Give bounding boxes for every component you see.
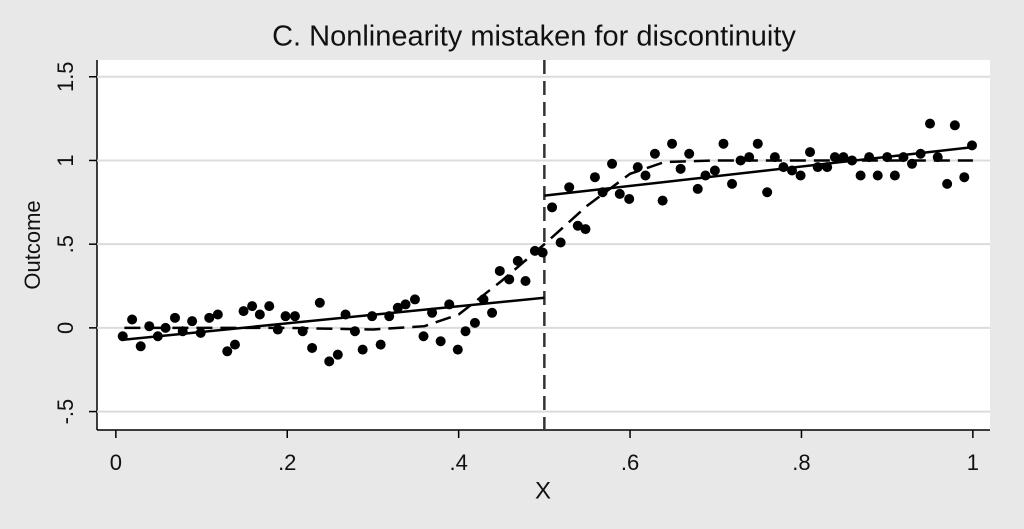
data-point bbox=[169, 312, 180, 323]
data-point bbox=[555, 237, 566, 248]
x-tick-label: 1 bbox=[967, 450, 979, 475]
data-point bbox=[829, 152, 840, 163]
data-point bbox=[657, 195, 668, 206]
data-point bbox=[624, 193, 635, 204]
x-tick-label: 0 bbox=[110, 450, 122, 475]
data-point bbox=[135, 341, 146, 352]
y-tick-label: -.5 bbox=[53, 399, 78, 425]
data-point bbox=[709, 165, 720, 176]
data-point bbox=[144, 321, 155, 332]
data-point bbox=[667, 138, 678, 149]
x-tick-label: .8 bbox=[792, 450, 810, 475]
data-point bbox=[289, 311, 300, 322]
data-point bbox=[307, 342, 318, 353]
data-point bbox=[314, 297, 325, 308]
data-point bbox=[254, 309, 265, 320]
data-point bbox=[349, 326, 360, 337]
data-point bbox=[212, 309, 223, 320]
data-point bbox=[247, 301, 258, 312]
data-point bbox=[418, 331, 429, 342]
data-point bbox=[614, 188, 625, 199]
data-point bbox=[272, 324, 283, 335]
data-point bbox=[487, 307, 498, 318]
data-point bbox=[675, 163, 686, 174]
data-point bbox=[727, 178, 738, 189]
data-point bbox=[400, 299, 411, 310]
data-point bbox=[572, 220, 583, 231]
y-tick-label: 1 bbox=[53, 154, 78, 166]
data-point bbox=[805, 147, 816, 158]
x-axis-label: X bbox=[535, 477, 551, 504]
data-point bbox=[280, 311, 291, 322]
data-point bbox=[469, 317, 480, 328]
fit-line bbox=[124, 296, 545, 341]
data-point bbox=[435, 336, 446, 347]
data-point bbox=[520, 275, 531, 286]
x-tick-label: .6 bbox=[621, 450, 639, 475]
chart-title: C. Nonlinearity mistaken for discontinui… bbox=[272, 21, 796, 53]
data-point bbox=[580, 224, 591, 235]
data-point bbox=[942, 178, 953, 189]
data-point bbox=[959, 172, 970, 183]
data-point bbox=[229, 339, 240, 350]
data-point bbox=[949, 120, 960, 131]
y-tick-label: 0 bbox=[53, 322, 78, 334]
data-point bbox=[537, 247, 548, 258]
x-tick-label: .4 bbox=[449, 450, 467, 475]
data-point bbox=[547, 202, 558, 213]
data-point bbox=[238, 306, 249, 317]
y-axis-label: Outcome bbox=[20, 200, 45, 289]
data-point bbox=[392, 302, 403, 313]
x-tick-label: .2 bbox=[278, 450, 296, 475]
data-point bbox=[187, 316, 198, 327]
data-point bbox=[204, 312, 215, 323]
data-point bbox=[762, 187, 773, 198]
data-point bbox=[460, 326, 471, 337]
dashed-fit-line bbox=[124, 159, 973, 331]
data-point bbox=[632, 162, 643, 173]
y-tick-label: 1.5 bbox=[53, 61, 78, 92]
data-point bbox=[735, 155, 746, 166]
data-point bbox=[160, 322, 171, 333]
data-point bbox=[925, 118, 936, 129]
data-point bbox=[855, 170, 866, 181]
data-point bbox=[494, 265, 505, 276]
data-point bbox=[222, 346, 233, 357]
fit-line bbox=[544, 145, 974, 197]
data-point bbox=[375, 339, 386, 350]
data-point bbox=[752, 138, 763, 149]
data-point bbox=[718, 138, 729, 149]
data-point bbox=[324, 356, 335, 367]
data-point bbox=[564, 182, 575, 193]
data-point bbox=[332, 349, 343, 360]
data-point bbox=[872, 170, 883, 181]
data-point bbox=[589, 172, 600, 183]
data-point bbox=[795, 170, 806, 181]
data-point bbox=[889, 170, 900, 181]
data-point bbox=[264, 301, 275, 312]
data-point bbox=[649, 148, 660, 159]
data-point bbox=[452, 344, 463, 355]
data-point bbox=[967, 140, 978, 151]
data-point bbox=[692, 183, 703, 194]
data-point bbox=[409, 294, 420, 305]
data-point bbox=[684, 148, 695, 159]
y-tick-label: .5 bbox=[53, 235, 78, 253]
data-point bbox=[127, 314, 138, 325]
data-point bbox=[640, 170, 651, 181]
data-point bbox=[607, 158, 618, 169]
data-point bbox=[357, 344, 368, 355]
